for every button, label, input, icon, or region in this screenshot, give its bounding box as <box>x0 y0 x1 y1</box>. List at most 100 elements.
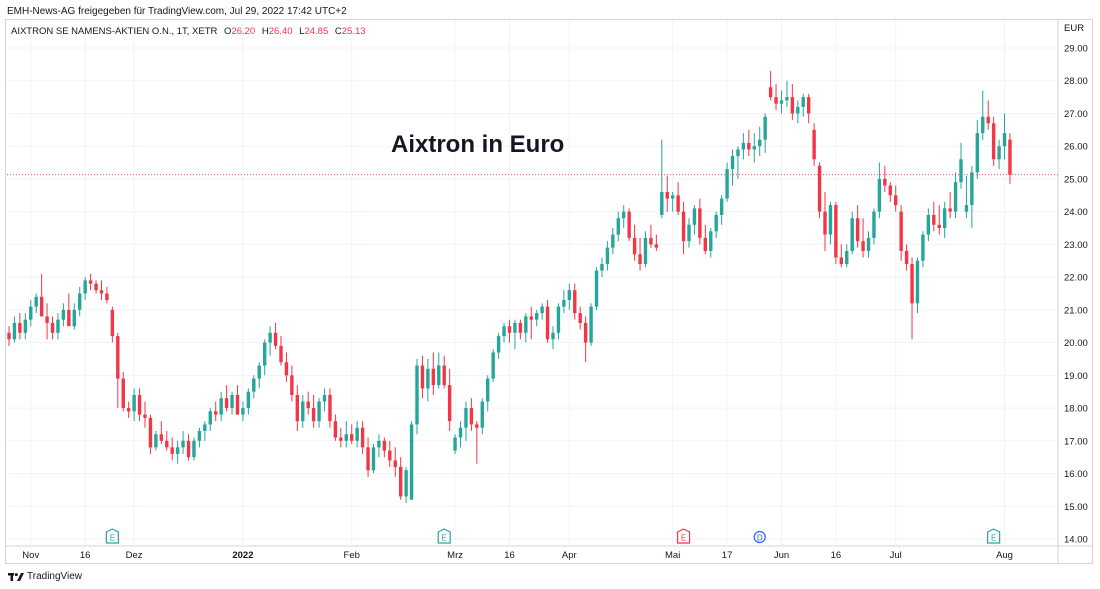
candle-body <box>175 447 180 454</box>
candle-body <box>910 264 914 304</box>
y-tick-label: 16.00 <box>1064 469 1088 480</box>
earnings-event-marker[interactable]: E <box>676 528 691 544</box>
candle <box>649 224 653 248</box>
candle-body <box>752 146 756 150</box>
candle-body <box>981 116 985 134</box>
tradingview-brand[interactable]: TradingView <box>8 571 82 582</box>
candle-body <box>632 237 637 255</box>
x-tick-label: Mai <box>665 550 680 561</box>
candle <box>578 306 582 330</box>
candle <box>698 198 702 245</box>
candle-body <box>355 427 359 441</box>
candle <box>409 421 414 500</box>
candle-body <box>725 169 729 199</box>
candle <box>616 211 620 242</box>
candle-body <box>790 97 795 114</box>
candle <box>894 185 898 212</box>
earnings-marker-shape <box>437 528 451 544</box>
candle <box>431 352 436 395</box>
candle <box>197 427 202 448</box>
candle-body <box>159 434 164 441</box>
candle-body <box>464 408 468 428</box>
candle <box>986 100 990 130</box>
candle-body <box>262 342 267 366</box>
candle <box>573 283 577 320</box>
candle <box>970 165 974 229</box>
candle-body <box>654 244 659 248</box>
candle <box>736 146 740 179</box>
candle <box>219 391 223 422</box>
candle <box>654 234 659 251</box>
candle <box>437 352 441 389</box>
candle-body <box>203 424 207 431</box>
candle <box>295 385 300 431</box>
candle-body <box>192 440 196 458</box>
dividend-event-marker[interactable]: D <box>753 530 766 544</box>
candle-body <box>148 417 153 448</box>
symbol-legend: AIXTRON SE NAMENS-AKTIEN O.N., 1T, XETR … <box>11 26 366 37</box>
candle <box>785 80 789 107</box>
x-tick-label: Jun <box>774 550 789 561</box>
candle <box>333 414 338 441</box>
candle-body <box>458 427 463 438</box>
candle-body <box>785 97 789 101</box>
candle-body <box>371 447 376 471</box>
candle-body <box>622 211 626 219</box>
candle-body <box>529 316 533 320</box>
candle-body <box>986 116 990 124</box>
candle <box>583 316 588 363</box>
candle <box>921 231 925 268</box>
candle-body <box>801 97 805 107</box>
candle-body <box>333 421 338 438</box>
candle-body <box>284 362 289 376</box>
candle-body <box>12 322 17 340</box>
candle-body <box>388 450 392 461</box>
low-value: 24.85 <box>304 26 329 37</box>
candle-body <box>99 290 104 294</box>
y-tick-label: 27.00 <box>1064 109 1088 120</box>
candle <box>262 339 267 376</box>
candle-body <box>241 408 245 415</box>
candle <box>834 201 838 265</box>
candle-body <box>317 401 321 422</box>
candle <box>273 322 278 350</box>
candle-body <box>165 440 169 448</box>
y-tick-label: 20.00 <box>1064 338 1088 349</box>
candle <box>442 355 446 389</box>
candle <box>861 218 865 258</box>
candle-body <box>475 424 479 428</box>
candle-body <box>545 306 550 340</box>
candle-body <box>562 300 566 307</box>
candle <box>366 437 370 477</box>
earnings-event-marker[interactable]: E <box>105 528 119 544</box>
earnings-event-marker[interactable]: E <box>437 528 451 544</box>
candle <box>899 205 903 261</box>
candle <box>828 201 833 245</box>
candle <box>475 421 479 464</box>
candle-body <box>339 437 343 441</box>
candle <box>72 303 76 330</box>
candle-body <box>627 211 631 238</box>
candle <box>741 133 746 160</box>
candle <box>545 300 550 343</box>
candle <box>1008 133 1012 184</box>
candle-body <box>1002 133 1007 147</box>
candle <box>855 205 860 248</box>
candle <box>344 421 348 448</box>
candle-body <box>94 283 98 291</box>
candle <box>132 388 136 422</box>
candle-body <box>426 368 430 389</box>
candle-body <box>932 214 936 225</box>
candle-body <box>611 234 615 248</box>
candle-body <box>366 447 370 471</box>
candle-body <box>937 224 941 229</box>
candle <box>7 326 11 346</box>
candle-body <box>78 293 82 310</box>
candle <box>660 139 664 219</box>
candle <box>322 388 327 412</box>
candle <box>469 398 474 431</box>
candle <box>502 322 506 343</box>
candle-body <box>660 192 664 215</box>
earnings-event-marker[interactable]: E <box>987 528 1001 544</box>
